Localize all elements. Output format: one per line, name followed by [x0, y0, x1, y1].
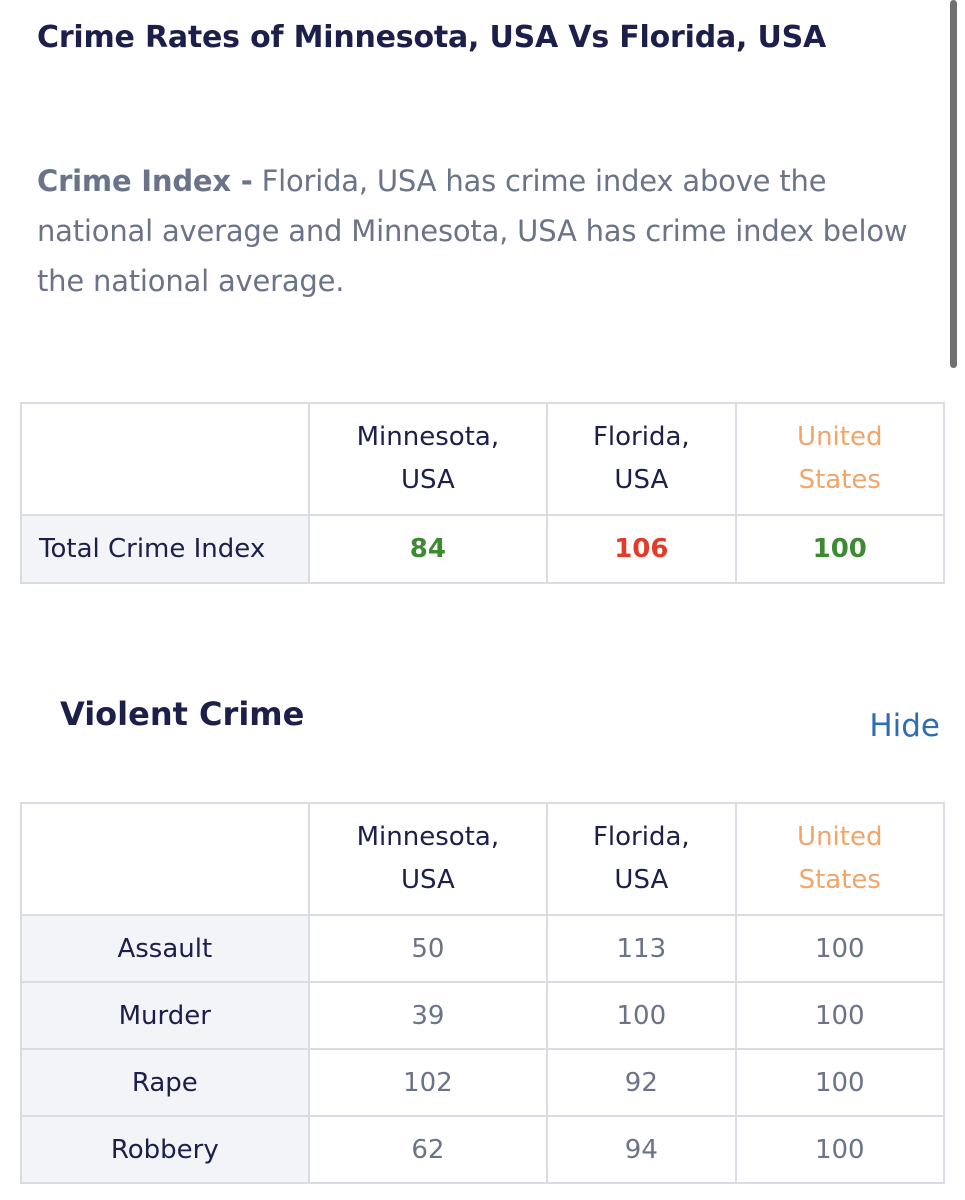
florida-value: 92 [546, 1048, 737, 1117]
table-row: Assault 50 113 100 [20, 914, 946, 983]
summary-label: Crime Index - [37, 164, 253, 198]
row-label-assault: Assault [20, 914, 310, 983]
row-label-rape: Rape [20, 1048, 310, 1117]
table-header-row: Minnesota, USA Florida, USA United State… [20, 402, 946, 516]
header-florida: Florida, USA [546, 402, 737, 516]
florida-value: 100 [546, 981, 737, 1050]
minnesota-value: 62 [307, 1115, 549, 1184]
page-title: Crime Rates of Minnesota, USA Vs Florida… [37, 20, 827, 55]
header-florida: Florida, USA [546, 802, 737, 916]
minnesota-crime-index: 84 [307, 514, 549, 584]
empty-header-cell [20, 802, 310, 916]
header-minnesota: Minnesota, USA [307, 402, 549, 516]
row-label-murder: Murder [20, 981, 310, 1050]
united-states-value: 100 [734, 1048, 946, 1117]
crime-index-summary: Crime Index - Florida, USA has crime ind… [37, 156, 927, 306]
empty-header-cell [20, 402, 310, 516]
table-row: Murder 39 100 100 [20, 981, 946, 1050]
table-header-row: Minnesota, USA Florida, USA United State… [20, 802, 946, 916]
minnesota-value: 39 [307, 981, 549, 1050]
scrollbar[interactable] [950, 0, 957, 368]
table-row: Total Crime Index 84 106 100 [20, 514, 946, 584]
minnesota-value: 102 [307, 1048, 549, 1117]
crime-index-table: Minnesota, USA Florida, USA United State… [20, 402, 946, 584]
summary-text: Florida, USA has crime index above the n… [37, 164, 908, 298]
united-states-value: 100 [734, 1115, 946, 1184]
row-label-total-crime-index: Total Crime Index [20, 514, 310, 584]
florida-value: 94 [546, 1115, 737, 1184]
header-united-states: United States [734, 402, 946, 516]
united-states-crime-index: 100 [734, 514, 946, 584]
violent-crime-table: Minnesota, USA Florida, USA United State… [20, 802, 946, 1184]
florida-crime-index: 106 [546, 514, 737, 584]
row-label-robbery: Robbery [20, 1115, 310, 1184]
table-row: Rape 102 92 100 [20, 1048, 946, 1117]
header-minnesota: Minnesota, USA [307, 802, 549, 916]
header-united-states: United States [734, 802, 946, 916]
florida-value: 113 [546, 914, 737, 983]
hide-toggle-link[interactable]: Hide [869, 708, 940, 744]
table-row: Robbery 62 94 100 [20, 1115, 946, 1184]
united-states-value: 100 [734, 981, 946, 1050]
united-states-value: 100 [734, 914, 946, 983]
minnesota-value: 50 [307, 914, 549, 983]
section-title-violent-crime: Violent Crime [60, 695, 305, 733]
